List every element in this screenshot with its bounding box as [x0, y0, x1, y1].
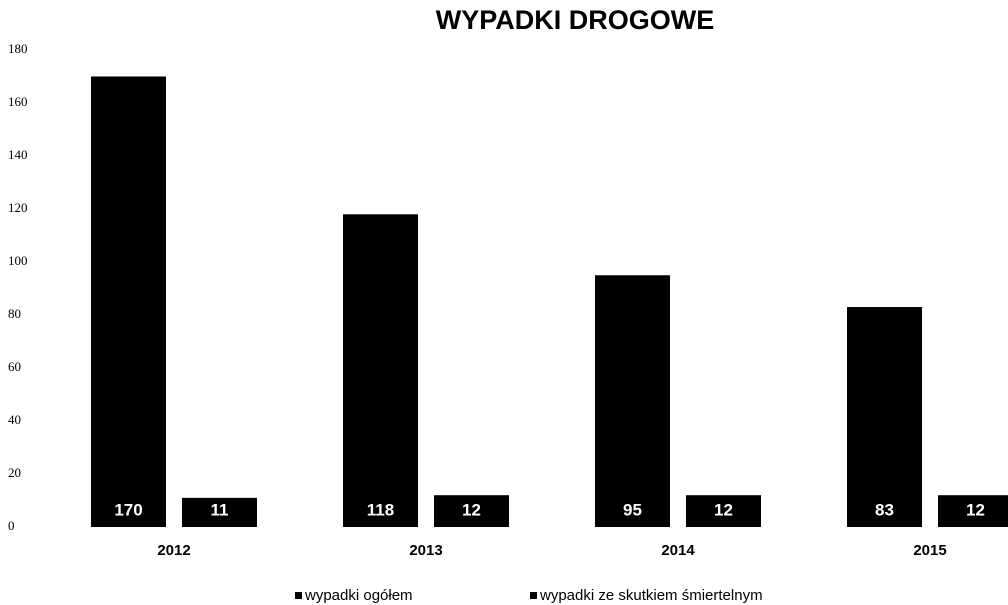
- y-tick-label: 40: [8, 412, 21, 427]
- bar: [343, 214, 418, 528]
- bar: [938, 495, 1008, 527]
- x-tick-label: 2012: [157, 542, 190, 559]
- chart-title: WYPADKI DROGOWE: [436, 5, 715, 35]
- data-label: 11: [211, 500, 229, 519]
- legend-swatch: [295, 592, 302, 599]
- y-tick-label: 100: [8, 253, 28, 268]
- data-label: 118: [367, 500, 394, 519]
- y-tick-label: 160: [8, 94, 28, 109]
- legend-label: wypadki ogółem: [304, 587, 413, 604]
- bar: [595, 275, 670, 527]
- data-label: 12: [966, 500, 985, 519]
- y-tick-label: 140: [8, 147, 28, 162]
- legend-label: wypadki ze skutkiem śmiertelnym: [539, 587, 763, 604]
- y-tick-label: 80: [8, 306, 21, 321]
- x-tick-label: 2015: [913, 542, 946, 559]
- bar: [847, 307, 922, 527]
- data-label: 12: [462, 500, 481, 519]
- legend-swatch: [530, 592, 537, 599]
- data-label: 83: [875, 500, 894, 519]
- bar: [182, 497, 257, 527]
- bar: [434, 495, 509, 527]
- bar: [91, 76, 166, 527]
- data-label: 95: [623, 500, 642, 519]
- y-tick-label: 0: [8, 518, 15, 533]
- y-tick-label: 120: [8, 200, 28, 215]
- x-tick-label: 2014: [661, 542, 695, 559]
- data-label: 12: [714, 500, 733, 519]
- x-tick-label: 2013: [409, 542, 442, 559]
- y-tick-label: 60: [8, 359, 21, 374]
- y-tick-label: 20: [8, 465, 21, 480]
- y-tick-label: 180: [8, 41, 28, 56]
- bar: [686, 495, 761, 527]
- data-label: 170: [114, 500, 142, 519]
